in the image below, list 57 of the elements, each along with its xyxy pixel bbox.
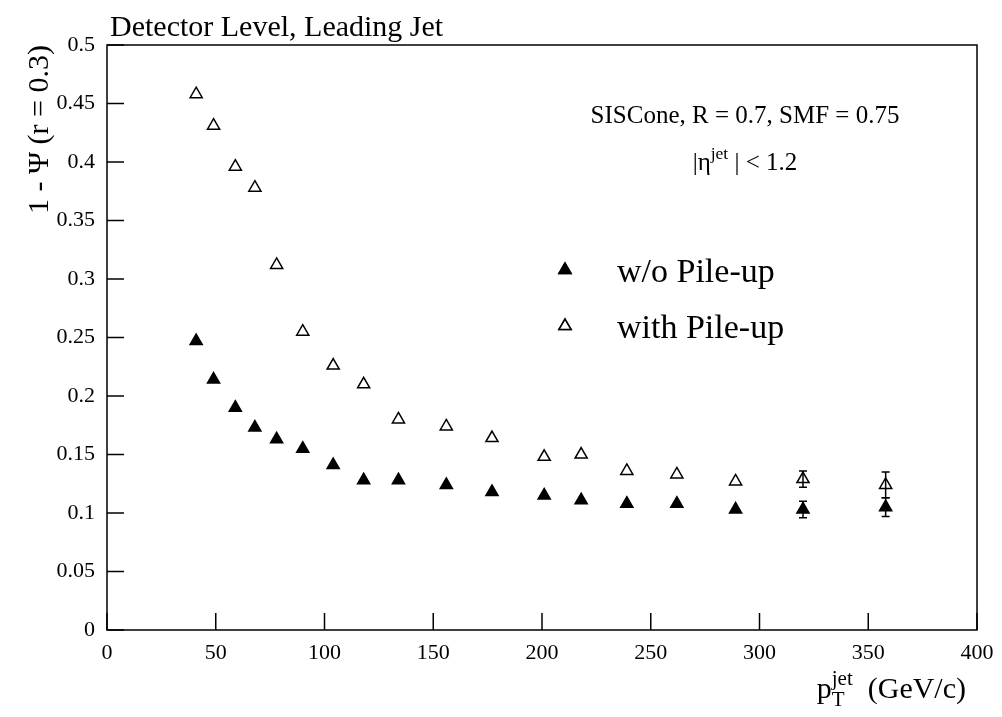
point	[295, 323, 310, 336]
legend-label: w/o Pile-up	[617, 252, 775, 289]
point	[269, 431, 284, 444]
point	[391, 411, 406, 424]
point	[269, 257, 284, 270]
legend-label: with Pile-up	[617, 308, 785, 345]
point	[326, 457, 341, 470]
y-tick-label: 0.15	[56, 440, 95, 466]
x-tick-label: 250	[634, 638, 668, 664]
point	[620, 463, 634, 476]
point	[728, 473, 743, 486]
point	[295, 440, 310, 453]
y-axis-title: 1 - Ψ (r = 0.3)	[21, 45, 55, 215]
point	[248, 179, 262, 192]
point	[670, 466, 684, 479]
point	[574, 446, 588, 459]
point	[206, 117, 221, 130]
y-tick-label: 0	[84, 615, 95, 641]
x-tick-label: 200	[525, 638, 559, 664]
x-tick-label: 150	[416, 638, 450, 664]
point	[620, 495, 634, 508]
x-tick-label: 350	[851, 638, 885, 664]
point	[485, 484, 499, 497]
y-tick-label: 0.05	[56, 557, 95, 583]
point	[537, 449, 551, 462]
point	[391, 472, 406, 485]
point	[189, 333, 203, 346]
y-tick-label: 0.3	[67, 264, 95, 290]
point	[356, 472, 371, 485]
point	[228, 158, 243, 171]
point	[574, 492, 588, 505]
y-tick-label: 0.4	[67, 147, 95, 173]
chart-title: Detector Level, Leading Jet	[110, 9, 444, 42]
annotation: SISCone, R = 0.7, SMF = 0.75	[590, 101, 900, 128]
point	[670, 495, 684, 508]
y-tick-label: 0.35	[56, 206, 95, 232]
point	[326, 357, 341, 370]
point	[728, 501, 743, 514]
x-tick-label: 400	[960, 638, 994, 664]
point	[485, 430, 499, 443]
x-tick-label: 0	[101, 638, 113, 664]
point	[189, 86, 203, 99]
point	[537, 487, 551, 500]
point	[248, 419, 262, 432]
y-tick-label: 0.5	[67, 30, 95, 56]
y-tick-label: 0.1	[67, 498, 95, 524]
y-tick-label: 0.45	[56, 89, 95, 115]
point	[228, 399, 243, 412]
x-tick-label: 300	[743, 638, 776, 664]
y-tick-label: 0.25	[56, 323, 95, 349]
x-tick-label: 50	[204, 638, 227, 664]
point	[356, 376, 371, 389]
point	[439, 418, 454, 431]
y-tick-label: 0.2	[67, 381, 95, 407]
x-tick-label: 100	[308, 638, 341, 664]
point	[206, 371, 221, 384]
point	[439, 477, 454, 490]
